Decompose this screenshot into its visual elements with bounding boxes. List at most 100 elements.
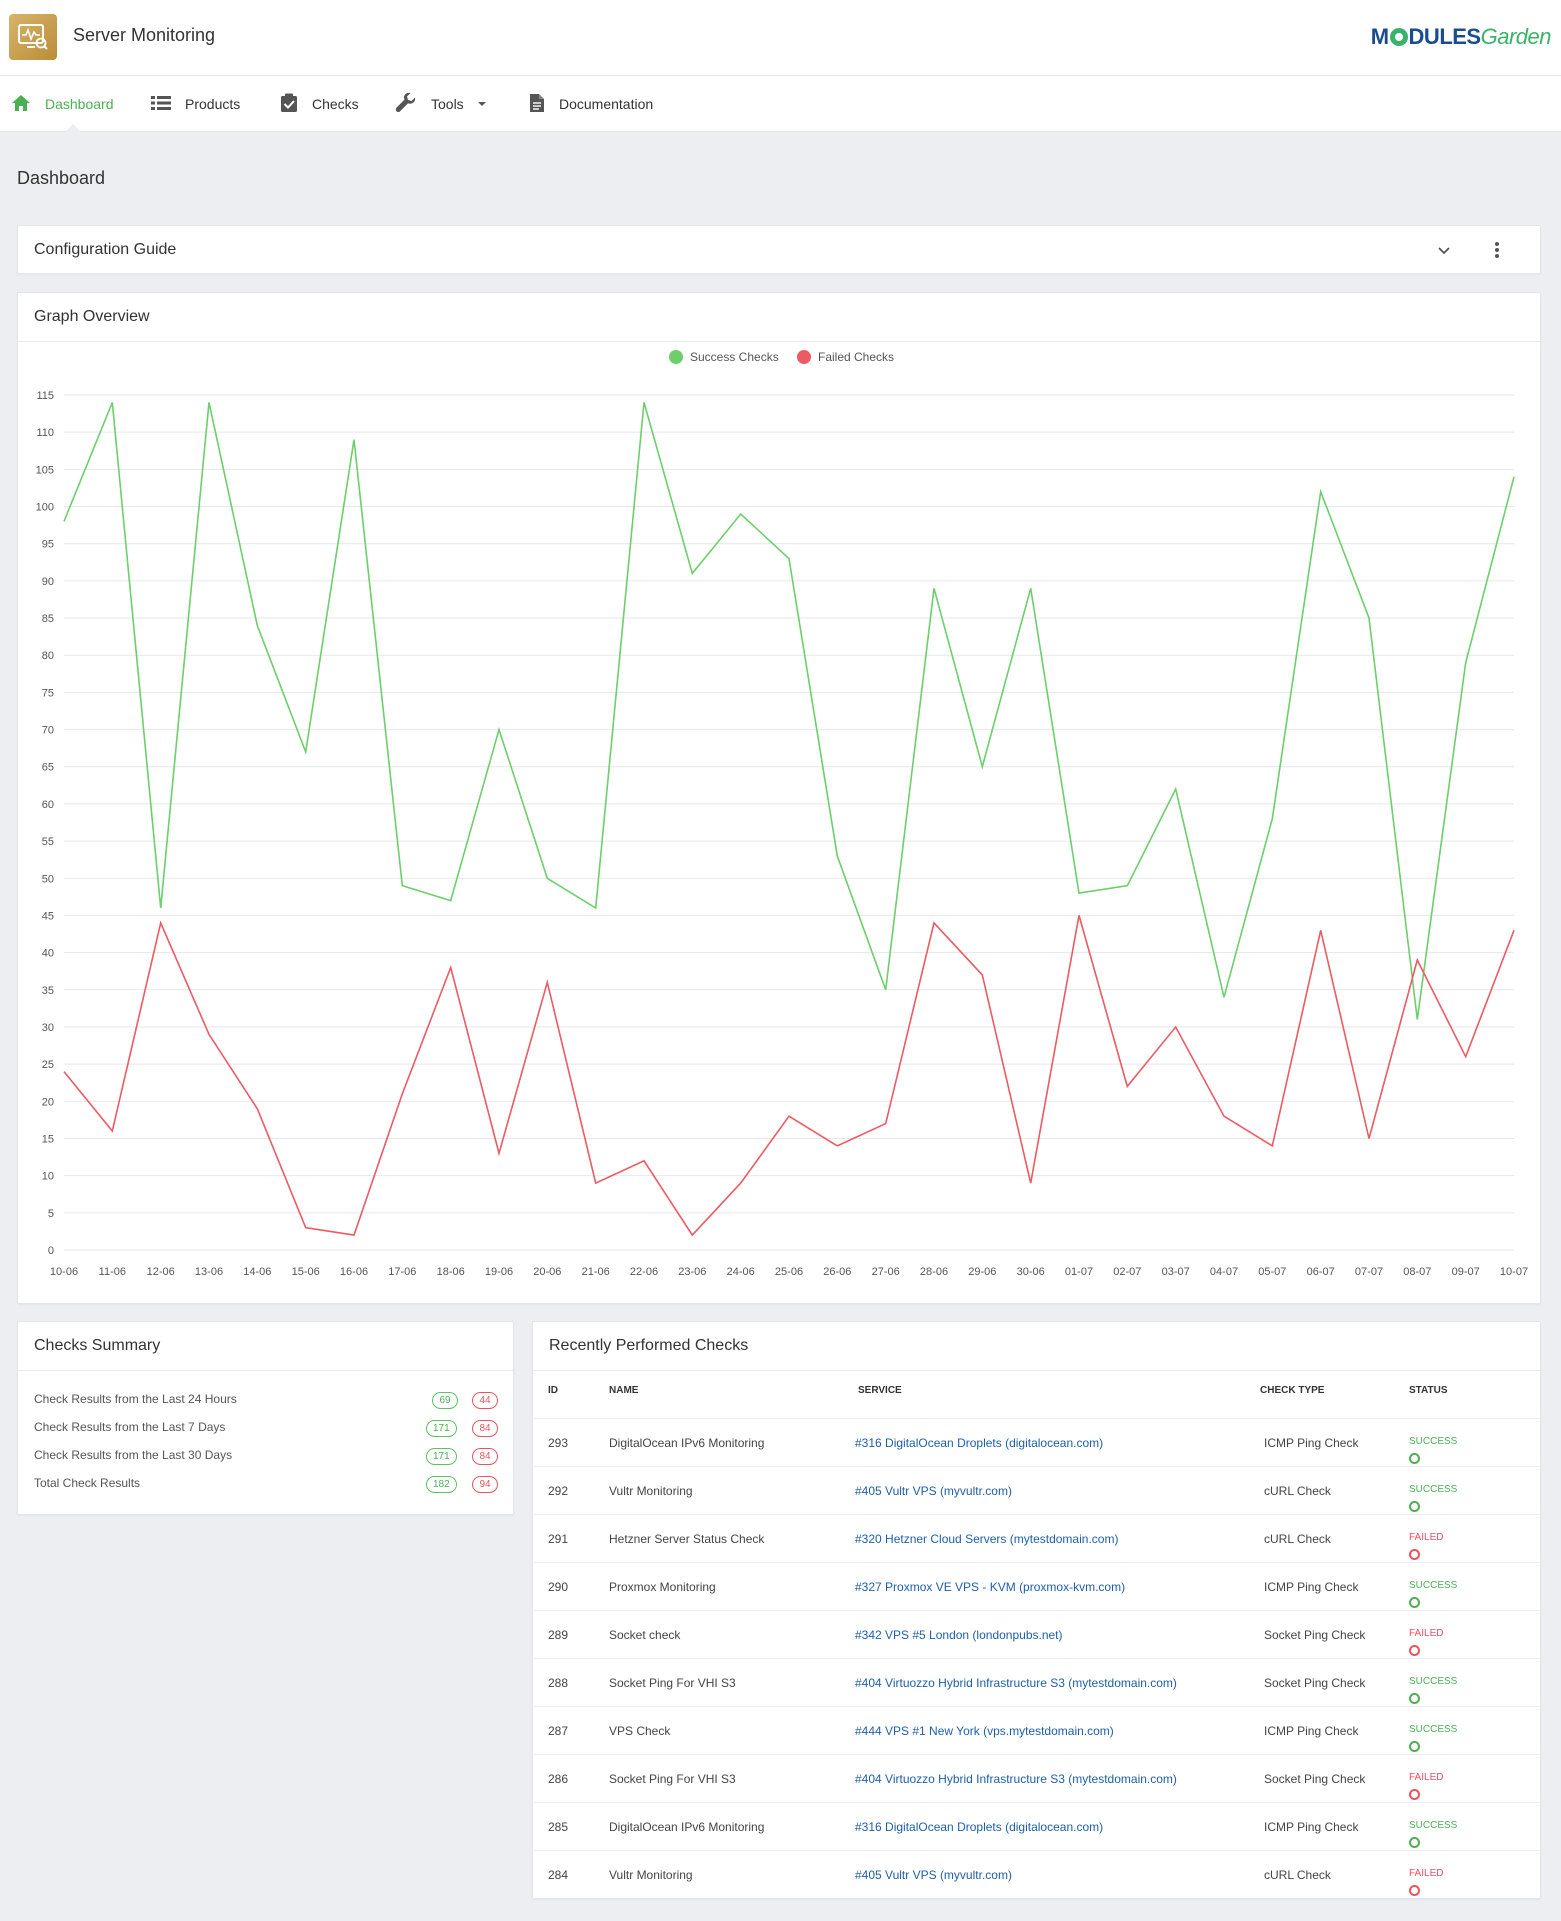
status-badge: SUCCESS — [1409, 1484, 1458, 1512]
nav-checks[interactable]: Checks — [280, 76, 359, 132]
summary-row: Check Results from the Last 7 Days 171 84 — [34, 1420, 504, 1440]
cell-name: Socket Ping For VHI S3 — [609, 1676, 736, 1690]
nav-documentation[interactable]: Documentation — [529, 76, 653, 132]
nav-dashboard[interactable]: Dashboard — [11, 76, 114, 132]
cell-name: Hetzner Server Status Check — [609, 1532, 765, 1546]
service-link[interactable]: #444 VPS #1 New York (vps.mytestdomain.c… — [855, 1724, 1114, 1738]
main-nav: Dashboard Products Checks Tools Document… — [0, 76, 1561, 132]
page-title: Dashboard — [17, 168, 106, 188]
configuration-guide-panel[interactable]: Configuration Guide — [17, 225, 1541, 274]
cell-name: Vultr Monitoring — [609, 1484, 693, 1498]
nav-tools[interactable]: Tools — [395, 76, 486, 132]
service-link[interactable]: #405 Vultr VPS (myvultr.com) — [855, 1868, 1012, 1882]
divider — [18, 1370, 513, 1371]
cell-name: VPS Check — [609, 1724, 671, 1738]
status-label: FAILED — [1409, 1772, 1444, 1783]
cell-name: Socket Ping For VHI S3 — [609, 1772, 736, 1786]
service-link[interactable]: #342 VPS #5 London (londonpubs.net) — [855, 1628, 1063, 1642]
list-icon — [151, 95, 171, 114]
failed-count-badge: 84 — [472, 1420, 498, 1437]
status-label: SUCCESS — [1409, 1676, 1458, 1687]
summary-row-label: Check Results from the Last 30 Days — [34, 1448, 233, 1462]
cell-name: Vultr Monitoring — [609, 1868, 693, 1882]
service-link[interactable]: #405 Vultr VPS (myvultr.com) — [855, 1484, 1012, 1498]
gear-icon — [1389, 28, 1408, 46]
cell-check-type: ICMP Ping Check — [1264, 1436, 1359, 1450]
status-badge: SUCCESS — [1409, 1820, 1457, 1848]
service-link[interactable]: #320 Hetzner Cloud Servers (mytestdomain… — [855, 1532, 1119, 1546]
table-row[interactable]: 291 Hetzner Server Status Check #320 Hetzn… — [532, 1514, 1540, 1562]
nav-label: Products — [185, 96, 241, 112]
table-row[interactable]: 293 DigitalOcean IPv6 Monitoring #316 Digi… — [532, 1418, 1540, 1466]
wrench-icon — [395, 92, 417, 117]
cell-name: DigitalOcean IPv6 Monitoring — [609, 1436, 765, 1450]
cell-id: 291 — [548, 1532, 569, 1546]
table-row[interactable]: 289 Socket check #342 VPS #5 London (londo… — [532, 1610, 1540, 1658]
status-label: FAILED — [1409, 1868, 1444, 1879]
status-badge: FAILED — [1409, 1868, 1444, 1896]
cell-check-type: ICMP Ping Check — [1264, 1580, 1359, 1594]
cell-name: DigitalOcean IPv6 Monitoring — [609, 1820, 765, 1834]
cell-check-type: ICMP Ping Check — [1264, 1820, 1359, 1834]
cell-id: 286 — [548, 1772, 569, 1786]
cell-id: 289 — [548, 1628, 569, 1642]
cell-id: 288 — [548, 1676, 569, 1690]
status-label: SUCCESS — [1409, 1436, 1458, 1447]
summary-row: Check Results from the Last 24 Hours 69 44 — [34, 1392, 504, 1412]
success-circle-icon — [1409, 1837, 1420, 1848]
document-icon — [529, 93, 545, 116]
chevron-down-icon[interactable] — [1434, 240, 1454, 260]
table-row[interactable]: 290 Proxmox Monitoring #327 Proxmox VE VPS… — [532, 1562, 1540, 1610]
column-header-service[interactable]: SERVICE — [858, 1385, 902, 1396]
service-link[interactable]: #327 Proxmox VE VPS - KVM (proxmox-kvm.c… — [855, 1580, 1126, 1594]
service-link[interactable]: #404 Virtuozzo Hybrid Infrastructure S3 … — [855, 1676, 1177, 1690]
column-header-id[interactable]: ID — [548, 1385, 558, 1396]
table-row[interactable]: 287 VPS Check #444 VPS #1 New York (vps.my… — [532, 1706, 1540, 1754]
cell-check-type: ICMP Ping Check — [1264, 1724, 1359, 1738]
cell-check-type: Socket Ping Check — [1264, 1772, 1366, 1786]
active-nav-pointer — [64, 124, 82, 133]
cell-name: Socket check — [609, 1628, 681, 1642]
success-circle-icon — [1409, 1597, 1420, 1608]
status-label: SUCCESS — [1409, 1484, 1458, 1495]
graph-overview-panel: Graph Overview — [17, 292, 1541, 1304]
failed-count-badge: 44 — [472, 1392, 498, 1409]
status-badge: SUCCESS — [1409, 1436, 1458, 1464]
status-label: SUCCESS — [1409, 1724, 1458, 1735]
service-link[interactable]: #404 Virtuozzo Hybrid Infrastructure S3 … — [855, 1772, 1177, 1786]
failed-circle-icon — [1409, 1645, 1420, 1656]
cell-name: Proxmox Monitoring — [609, 1580, 716, 1594]
success-circle-icon — [1409, 1693, 1420, 1704]
top-bar: Server Monitoring M DULESGarden — [0, 0, 1561, 76]
table-row[interactable]: 288 Socket Ping For VHI S3 #404 Virtuozzo … — [532, 1658, 1540, 1706]
nav-label: Tools — [431, 96, 464, 112]
configuration-guide-title: Configuration Guide — [34, 241, 177, 258]
caret-down-icon — [477, 102, 486, 106]
checks-summary-panel: Checks Summary — [17, 1321, 514, 1515]
column-header-name[interactable]: NAME — [609, 1385, 639, 1396]
server-monitoring-logo-icon — [9, 14, 57, 60]
table-row[interactable]: 285 DigitalOcean IPv6 Monitoring #316 Digi… — [532, 1802, 1540, 1850]
success-circle-icon — [1409, 1501, 1420, 1512]
cell-id: 285 — [548, 1820, 569, 1834]
status-label: FAILED — [1409, 1628, 1444, 1639]
column-header-status[interactable]: STATUS — [1409, 1385, 1448, 1396]
table-row[interactable]: 292 Vultr Monitoring #405 Vultr VPS (myvul… — [532, 1466, 1540, 1514]
cell-id: 287 — [548, 1724, 569, 1738]
column-header-check-type[interactable]: CHECK TYPE — [1260, 1385, 1325, 1396]
table-row[interactable]: 284 Vultr Monitoring #405 Vultr VPS (myvul… — [532, 1850, 1540, 1898]
cell-id: 293 — [548, 1436, 569, 1450]
table-row[interactable]: 286 Socket Ping For VHI S3 #404 Virtuozzo … — [532, 1754, 1540, 1802]
success-count-badge: 69 — [432, 1392, 458, 1409]
status-badge: FAILED — [1409, 1532, 1443, 1560]
checks-summary-title: Checks Summary — [34, 1337, 161, 1354]
failed-circle-icon — [1409, 1789, 1420, 1800]
service-link[interactable]: #316 DigitalOcean Droplets (digitalocean… — [855, 1436, 1104, 1450]
cell-check-type: Socket Ping Check — [1264, 1628, 1366, 1642]
home-icon — [11, 94, 31, 115]
service-link[interactable]: #316 DigitalOcean Droplets (digitalocean… — [855, 1820, 1104, 1834]
success-count-badge: 182 — [426, 1476, 457, 1493]
cell-check-type: cURL Check — [1264, 1484, 1331, 1498]
nav-products[interactable]: Products — [151, 76, 240, 132]
more-options-icon[interactable] — [1492, 240, 1502, 260]
